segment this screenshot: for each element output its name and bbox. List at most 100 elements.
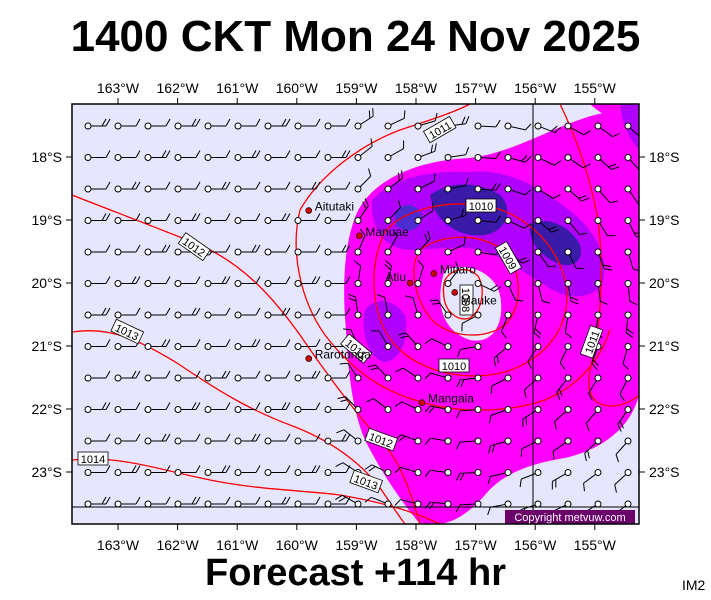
wind-barb [456, 374, 482, 388]
wind-barb [264, 433, 291, 445]
wind-barb [84, 181, 111, 193]
wind-barb [556, 374, 572, 400]
wind-barb [84, 213, 111, 224]
lon-label-top: 162°W [157, 80, 200, 96]
isobar-label: 1010 [465, 198, 497, 213]
wind-barb [174, 402, 201, 413]
place-marker [418, 399, 426, 407]
wind-barb [84, 118, 111, 130]
lat-label-right: 19°S [649, 212, 680, 228]
wind-barb [487, 469, 512, 485]
wind-barb [474, 280, 502, 292]
lon-label-top: 156°W [514, 80, 557, 96]
wind-barb [144, 433, 171, 445]
copyright-text: Copyright metvuw.com [514, 512, 625, 524]
wind-barb [174, 276, 201, 287]
wind-barb [204, 339, 231, 350]
lon-label-top: 163°W [97, 80, 140, 96]
wind-barb [594, 280, 608, 305]
wind-barb [534, 217, 560, 233]
wind-barb [624, 248, 639, 272]
wind-barb [488, 437, 512, 454]
wind-barb [234, 118, 261, 130]
wind-barb [324, 150, 351, 161]
wind-barb [371, 330, 392, 350]
copyright-box [505, 510, 635, 524]
wind-barb [294, 402, 321, 413]
wind-barb [594, 154, 620, 171]
wind-barb [500, 311, 512, 339]
wind-barb [264, 465, 291, 476]
wind-barb [234, 433, 261, 445]
wind-barb [114, 244, 141, 256]
wind-barb [414, 230, 431, 256]
wind-barb [264, 150, 291, 161]
wind-barb [405, 295, 422, 319]
wind-barb [264, 307, 291, 319]
isobar-label: 1014 [77, 451, 109, 466]
wind-barb [294, 370, 321, 382]
places: Aitutaki Manuae Mitiaro Atiu Mauke Rarotonga M… [305, 200, 497, 407]
svg-text:1010: 1010 [469, 201, 493, 213]
wind-barb [444, 177, 469, 193]
wind-barb [264, 118, 291, 130]
wind-barb [559, 343, 572, 370]
wind-barbs [84, 108, 639, 524]
wind-barb [84, 433, 111, 445]
wind-barb [324, 433, 351, 445]
wind-barb [234, 370, 261, 382]
wind-barb [144, 150, 171, 161]
wind-barb [523, 374, 542, 398]
wind-barb [324, 465, 351, 476]
wind-barb [234, 213, 261, 224]
wind-barb [395, 367, 422, 382]
isobar-label: 1008 [459, 284, 474, 316]
lon-label-top: 160°W [276, 80, 319, 96]
lon-label-bottom: 158°W [395, 537, 438, 553]
lat-label-left: 19°S [31, 212, 62, 228]
wind-barb [84, 370, 111, 382]
wind-barb [585, 406, 602, 431]
wind-barb [264, 213, 291, 224]
wind-barb [615, 437, 632, 463]
wind-barb [324, 181, 351, 193]
place-label: Mauke [461, 293, 497, 307]
wind-barb [354, 228, 366, 256]
isobar-1013 [72, 330, 406, 524]
wind-barb [84, 244, 111, 256]
wind-barb [144, 402, 171, 413]
wind-barb [294, 244, 321, 256]
wind-barb [294, 276, 321, 287]
wind-barb [144, 213, 171, 224]
wind-barb [114, 370, 141, 382]
place-marker [451, 289, 459, 296]
wind-barb [174, 213, 201, 224]
wind-barb [174, 496, 201, 508]
isobar-1009-ring [413, 236, 519, 336]
wind-barb [144, 307, 171, 319]
wind-barb [204, 307, 231, 319]
wind-barb [324, 370, 351, 382]
isobar-1008-ring [442, 269, 483, 320]
wind-barb [489, 406, 512, 424]
svg-text:1008: 1008 [459, 288, 471, 312]
wind-barb [264, 370, 291, 382]
wind-barb [384, 199, 402, 224]
wind-barb [424, 338, 452, 350]
lat-label-right: 21°S [649, 338, 680, 354]
wind-barb [114, 118, 141, 130]
map-title: 1400 CKT Mon 24 Nov 2025 [70, 12, 641, 61]
wind-barb [114, 276, 141, 287]
wind-barb [264, 402, 291, 413]
wind-barb [204, 150, 231, 161]
place-label: Manuae [365, 225, 409, 239]
wind-barb [624, 185, 639, 205]
wind-barb [174, 433, 201, 445]
wind-barb [144, 370, 171, 382]
wind-barb [504, 280, 524, 302]
wind-barb [461, 311, 482, 332]
wind-barb [204, 402, 231, 413]
wind-barb [114, 339, 141, 350]
forecast-label: Forecast +114 hr [204, 552, 506, 594]
wind-barb [144, 276, 171, 287]
